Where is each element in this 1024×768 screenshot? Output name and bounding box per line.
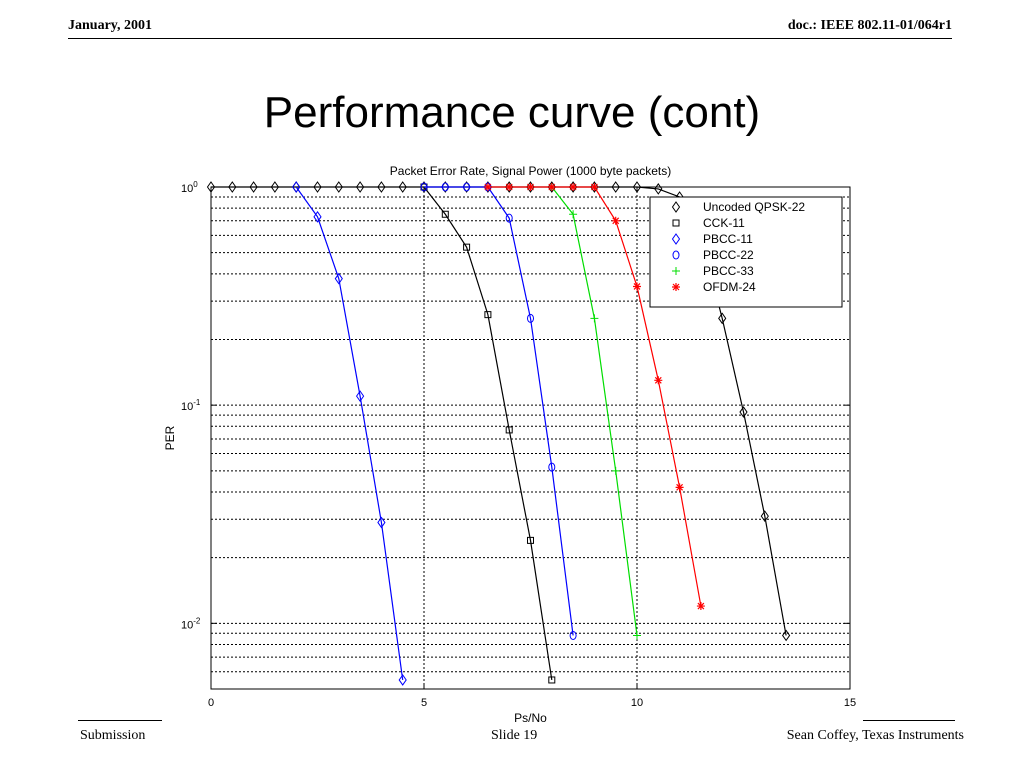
chart-title: Packet Error Rate, Signal Power (1000 by… (390, 164, 671, 178)
series-line (424, 186, 574, 636)
x-tick-label: 10 (631, 697, 643, 709)
data-point (633, 631, 641, 640)
data-point (718, 312, 727, 325)
header-rule (68, 38, 952, 39)
data-point (505, 213, 513, 223)
legend-label: Uncoded QPSK-22 (703, 200, 805, 214)
data-point (654, 376, 663, 385)
series-pbcc-22 (420, 182, 577, 640)
legend-label: CCK-11 (703, 216, 745, 230)
data-point (441, 182, 449, 192)
data-point (781, 629, 791, 642)
data-point (463, 243, 471, 251)
footer-author: Sean Coffey, Texas Instruments (786, 728, 964, 743)
series-pbcc-11 (292, 181, 407, 686)
data-point (739, 406, 748, 418)
data-point (377, 516, 386, 529)
per-chart: 0 5 10 15 100 10-1 10-2 Packet Error Rate, Sign… (163, 164, 856, 725)
data-point (313, 210, 322, 223)
legend-marker (671, 201, 681, 213)
header-doc-id: doc.: IEEE 802.11-01/064r1 (787, 18, 952, 33)
legend-marker (671, 233, 681, 245)
slide-title: Performance curve (cont) (263, 88, 761, 137)
data-point (355, 390, 365, 403)
header-date: January, 2001 (68, 18, 153, 33)
data-point (633, 282, 641, 291)
legend-label: PBCC-11 (703, 232, 753, 246)
data-point (548, 462, 556, 472)
series-line (295, 186, 404, 681)
y-tick-label: 10-2 (181, 616, 201, 631)
data-point (611, 466, 620, 475)
data-point (505, 183, 514, 191)
data-point (675, 483, 684, 492)
data-point (526, 183, 535, 191)
data-point (548, 676, 556, 684)
legend-marker (672, 267, 680, 275)
legend-label: PBCC-22 (703, 248, 754, 262)
series-pbcc-33 (547, 183, 641, 640)
y-tick-label: 100 (181, 180, 198, 195)
data-point (334, 272, 343, 285)
data-point (377, 181, 386, 193)
data-point (228, 181, 237, 193)
x-tick-label: 0 (208, 697, 214, 709)
legend-label: PBCC-33 (703, 264, 754, 278)
series-ofdm-24 (483, 183, 705, 611)
data-point (334, 181, 343, 193)
data-point (569, 210, 578, 219)
data-point (483, 183, 492, 191)
legend: Uncoded QPSK-22 CCK-11 PBCC-11 PBCC-22 PBCC-… (649, 196, 843, 308)
data-point (420, 182, 428, 192)
legend-label: OFDM-24 (703, 280, 756, 294)
series-line (423, 186, 553, 681)
y-axis-label: PER (163, 425, 177, 450)
legend-marker (672, 219, 680, 227)
data-point (611, 181, 620, 193)
footer-rule-right (863, 720, 955, 721)
data-point (484, 311, 492, 319)
x-tick-label: 15 (844, 697, 856, 709)
data-point (611, 216, 620, 225)
data-point (398, 181, 407, 193)
data-point (569, 630, 577, 640)
data-point (547, 183, 556, 191)
data-point (206, 181, 216, 193)
legend-box (649, 196, 843, 308)
footer-submission: Submission (80, 728, 146, 743)
footer-slide-number: Slide 19 (491, 728, 538, 743)
data-point (632, 181, 642, 193)
legend-marker (672, 250, 680, 260)
data-point (313, 181, 322, 193)
data-point (527, 313, 534, 323)
data-point (463, 182, 471, 192)
x-axis-label: Ps/No (514, 711, 547, 725)
data-point (590, 183, 599, 191)
y-tick-label: 10-1 (181, 398, 201, 413)
data-point (696, 602, 705, 611)
data-point (590, 314, 599, 323)
data-point (760, 510, 769, 523)
x-tick-label: 5 (421, 697, 427, 709)
data-point (270, 181, 280, 193)
data-point (569, 183, 578, 191)
footer-rule-left (78, 720, 162, 721)
data-point (249, 181, 258, 193)
legend-marker (672, 283, 680, 291)
data-point (441, 210, 449, 218)
data-point (398, 674, 407, 686)
data-point (292, 181, 301, 193)
data-point (527, 536, 534, 544)
data-point (355, 181, 365, 193)
data-point (654, 183, 663, 195)
data-point (505, 426, 513, 434)
